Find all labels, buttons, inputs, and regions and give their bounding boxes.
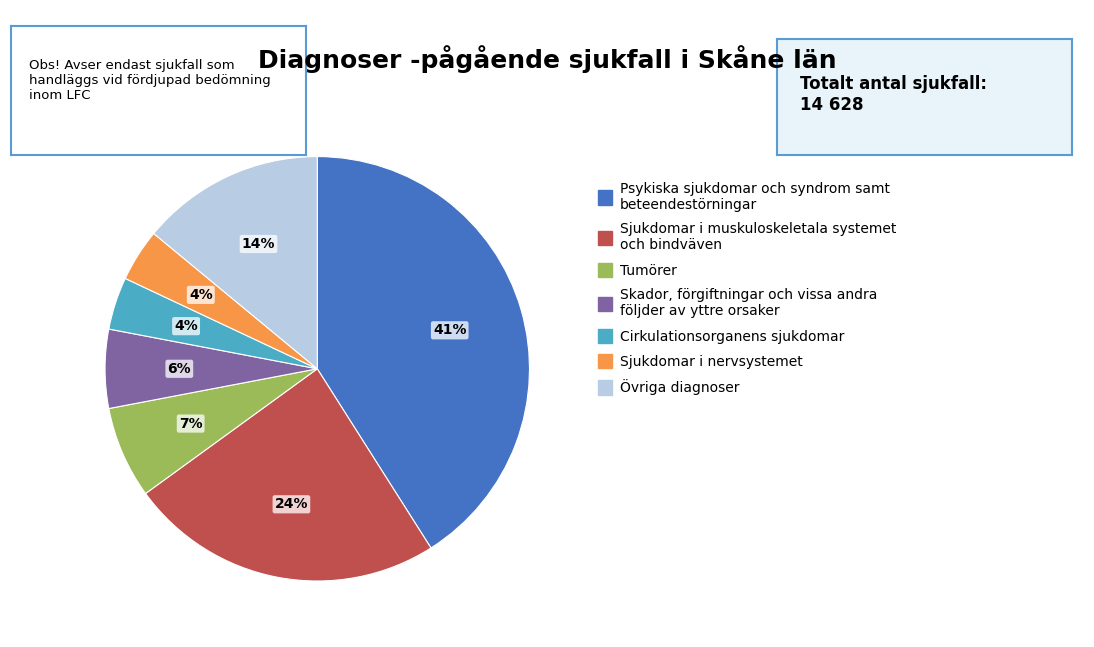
- Wedge shape: [154, 157, 317, 369]
- Wedge shape: [105, 329, 317, 408]
- Wedge shape: [108, 369, 317, 494]
- Wedge shape: [125, 234, 317, 369]
- Text: 14%: 14%: [242, 237, 276, 251]
- Text: Obs! Avser endast sjukfall som
handläggs vid fördjupad bedömning
inom LFC: Obs! Avser endast sjukfall som handläggs…: [28, 59, 270, 102]
- Text: 7%: 7%: [178, 417, 202, 430]
- Text: 41%: 41%: [433, 324, 466, 337]
- Text: Diagnoser -pågående sjukfall i Skåne län: Diagnoser -pågående sjukfall i Skåne län: [258, 45, 836, 73]
- Wedge shape: [108, 278, 317, 369]
- Wedge shape: [317, 157, 529, 548]
- Wedge shape: [146, 369, 431, 581]
- Text: 6%: 6%: [167, 362, 191, 376]
- Text: 4%: 4%: [189, 288, 212, 302]
- Text: 24%: 24%: [275, 498, 309, 511]
- Text: 4%: 4%: [174, 319, 198, 333]
- Legend: Psykiska sjukdomar och syndrom samt
beteendestörningar, Sjukdomar i muskuloskele: Psykiska sjukdomar och syndrom samt bete…: [597, 182, 896, 395]
- Text: Totalt antal sjukfall:
14 628: Totalt antal sjukfall: 14 628: [801, 75, 988, 114]
